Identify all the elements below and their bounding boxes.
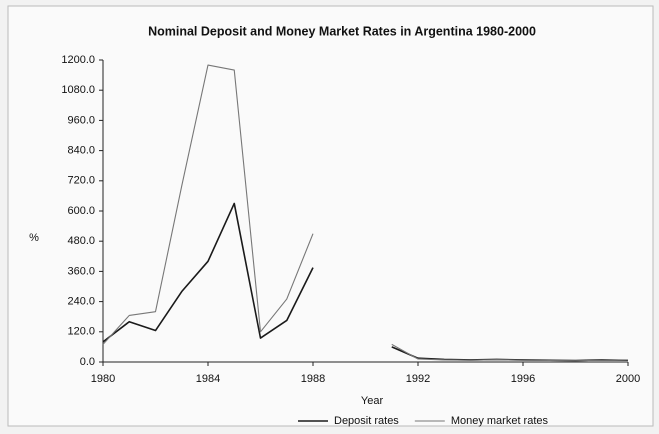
y-tick-label: 1200.0	[61, 54, 95, 66]
legend-label: Money market rates	[451, 415, 549, 427]
y-tick-label: 480.0	[67, 235, 95, 247]
y-tick-label: 1080.0	[61, 84, 95, 96]
chart-frame	[7, 5, 654, 427]
x-tick-label: 1980	[91, 373, 115, 385]
x-tick-label: 2000	[616, 373, 640, 385]
y-tick-label: 0.0	[80, 356, 95, 368]
y-tick-label: 120.0	[67, 326, 95, 338]
y-tick-label: 240.0	[67, 296, 95, 308]
x-tick-label: 1988	[301, 373, 325, 385]
y-tick-label: 720.0	[67, 175, 95, 187]
legend-label: Deposit rates	[334, 415, 399, 427]
y-tick-label: 840.0	[67, 145, 95, 157]
y-axis-label: %	[29, 232, 39, 244]
y-tick-label: 600.0	[67, 205, 95, 217]
x-tick-label: 1984	[196, 373, 220, 385]
x-axis-label: Year	[361, 395, 384, 407]
series-line	[102, 64, 629, 362]
y-tick-label: 960.0	[67, 114, 95, 126]
chart-title: Nominal Deposit and Money Market Rates i…	[148, 24, 536, 38]
y-tick-label: 360.0	[67, 265, 95, 277]
x-tick-label: 1992	[406, 373, 430, 385]
x-tick-label: 1996	[511, 373, 535, 385]
